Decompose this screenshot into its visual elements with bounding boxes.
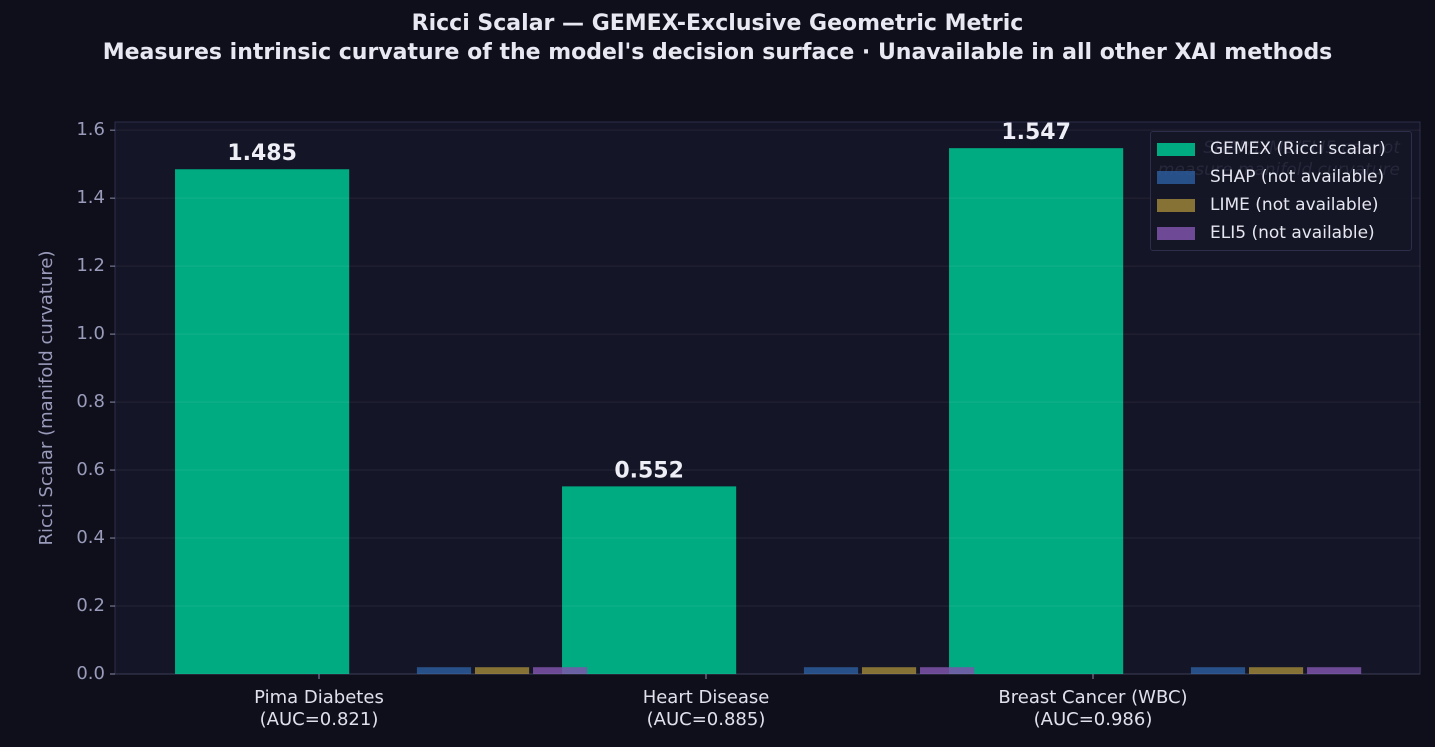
bar xyxy=(1248,667,1304,674)
legend-label: ELI5 (not available) xyxy=(1210,223,1375,243)
legend-entry: GEMEX (Ricci scalar) xyxy=(1157,138,1386,160)
bar xyxy=(920,667,975,674)
x-tick-label: Heart Disease (AUC=0.885) xyxy=(642,687,770,730)
y-tick-label: 0.4 xyxy=(76,527,105,548)
legend: GEMEX (Ricci scalar) SHAP (not available)… xyxy=(1150,131,1412,251)
y-tick-label: 1.4 xyxy=(76,187,105,208)
legend-label: LIME (not available) xyxy=(1210,195,1379,215)
y-tick-label: 0.2 xyxy=(76,595,105,616)
chart-title: Ricci Scalar — GEMEX-Exclusive Geometric… xyxy=(411,11,1024,36)
legend-swatch xyxy=(1157,142,1195,156)
bar xyxy=(861,667,917,674)
y-tick-label: 1.2 xyxy=(76,255,105,276)
legend-label: GEMEX (Ricci scalar) xyxy=(1210,139,1386,159)
bar xyxy=(416,667,472,674)
chart-subtitle: Measures intrinsic curvature of the mode… xyxy=(102,40,1333,65)
y-tick-label: 1.6 xyxy=(76,119,105,140)
y-tick-label: 0.6 xyxy=(76,459,105,480)
bar xyxy=(562,486,737,674)
y-axis-label: Ricci Scalar (manifold curvature) xyxy=(36,251,57,546)
data-label: 0.552 xyxy=(614,458,684,483)
y-tick-label: 1.0 xyxy=(76,323,105,344)
bar xyxy=(803,667,859,674)
y-tick-label: 0.8 xyxy=(76,391,105,412)
bar xyxy=(1190,667,1246,674)
legend-swatch xyxy=(1157,170,1195,184)
bar xyxy=(1307,667,1362,674)
data-label: 1.547 xyxy=(1001,120,1071,145)
legend-entry: ELI5 (not available) xyxy=(1157,222,1375,244)
x-tick-label: Breast Cancer (WBC) (AUC=0.986) xyxy=(998,687,1188,730)
x-tick-label: Pima Diabetes (AUC=0.821) xyxy=(254,687,384,730)
bar xyxy=(533,667,588,674)
y-tick-label: 0.0 xyxy=(76,663,105,684)
legend-entry: LIME (not available) xyxy=(1157,194,1379,216)
bar xyxy=(949,148,1124,674)
legend-swatch xyxy=(1157,198,1195,212)
legend-entry: SHAP (not available) xyxy=(1157,166,1384,188)
data-label: 1.485 xyxy=(227,141,297,166)
bar xyxy=(474,667,530,674)
bar xyxy=(175,169,350,674)
legend-label: SHAP (not available) xyxy=(1210,167,1385,187)
legend-swatch xyxy=(1157,226,1195,240)
